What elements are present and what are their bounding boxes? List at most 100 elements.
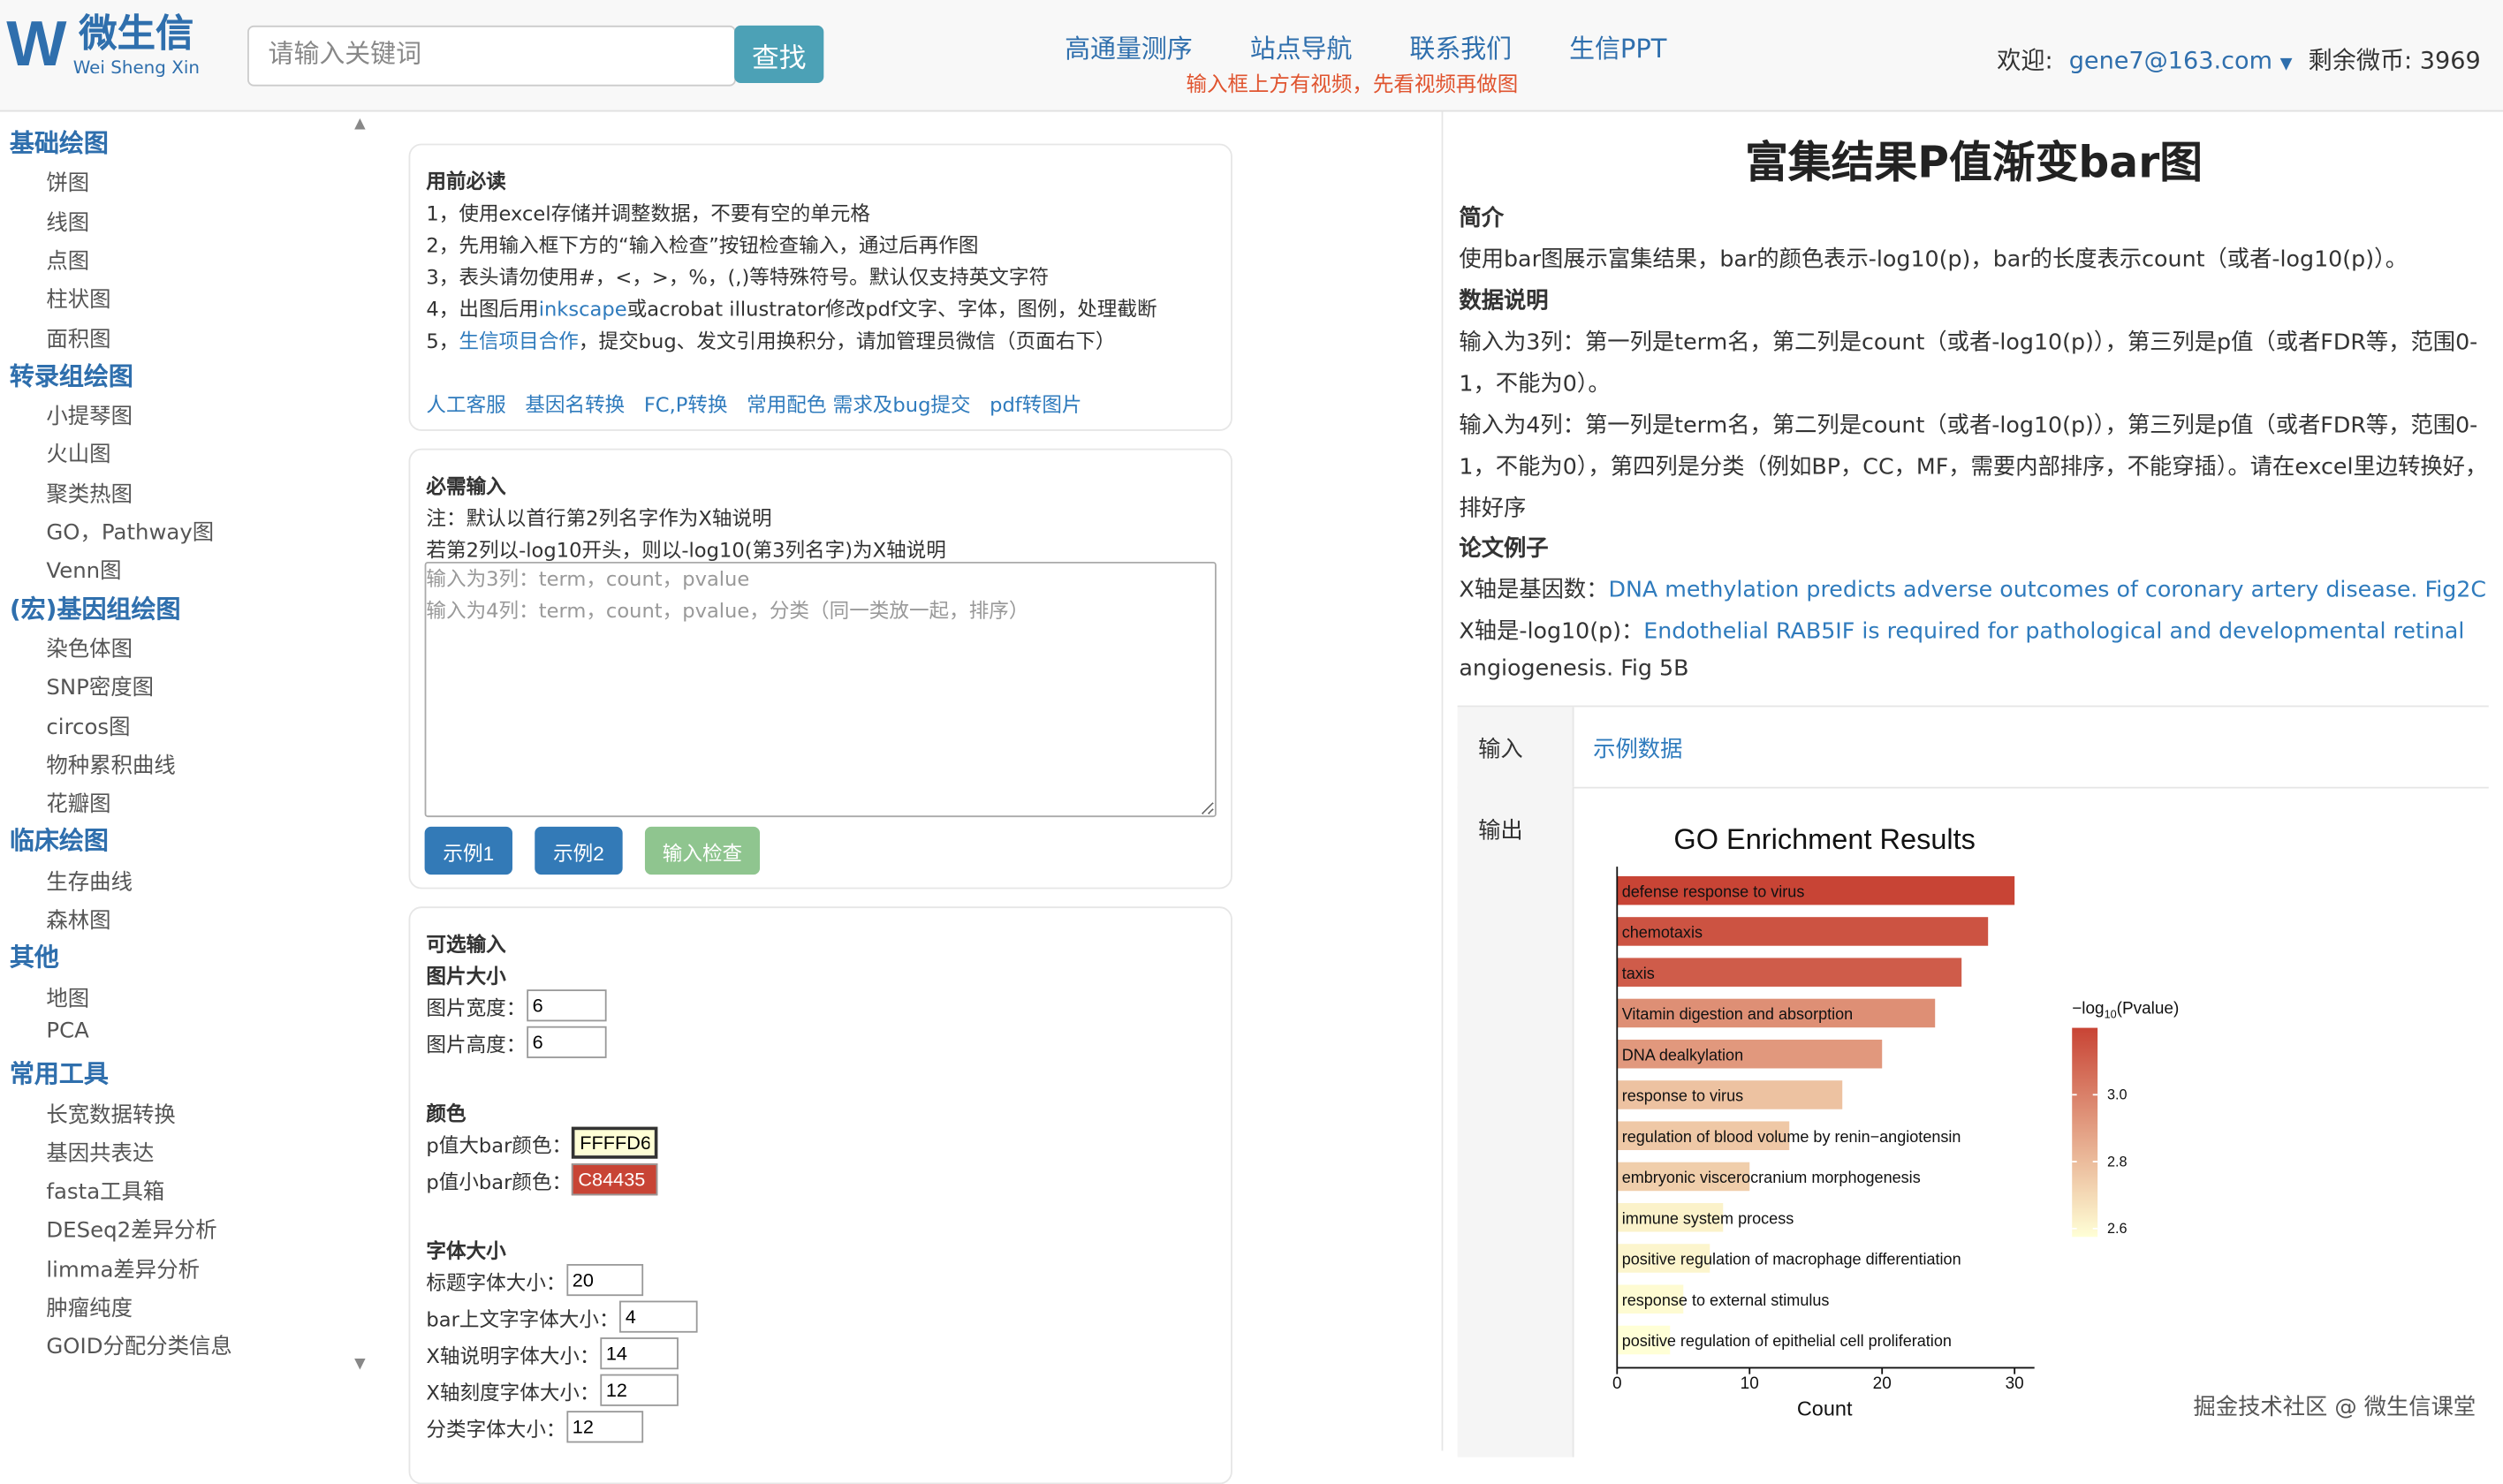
low-color-input[interactable] [572, 1163, 658, 1196]
link-pdf-to-image[interactable]: pdf转图片 [990, 392, 1082, 417]
sidebar-item[interactable]: 面积图 [46, 326, 111, 352]
sidebar-item[interactable]: 森林图 [46, 908, 111, 934]
sidebar-item[interactable]: 饼图 [46, 170, 90, 197]
sidebar-item[interactable]: 柱状图 [46, 287, 111, 314]
sidebar-item[interactable]: 点图 [46, 248, 90, 275]
x-tick-label: 30 [2006, 1374, 2024, 1393]
paper-link[interactable]: DNA methylation predicts adverse outcome… [1608, 578, 2487, 603]
color-title: 颜色 [426, 1101, 466, 1125]
search-input[interactable] [247, 25, 736, 87]
user-menu[interactable]: gene7@163.com ▼ [2069, 45, 2293, 74]
sidebar-item[interactable]: GOID分配分类信息 [46, 1335, 232, 1360]
legend-title-part: (Pvalue) [2117, 999, 2180, 1018]
sidebar-item[interactable]: 生存曲线 [46, 869, 133, 896]
sidebar-item[interactable]: 长宽数据转换 [46, 1102, 176, 1128]
scroll-down-arrow-icon[interactable]: ▼ [354, 1356, 366, 1373]
nav-site-guide[interactable]: 站点导航 [1249, 33, 1353, 64]
paper-link[interactable]: Endothelial RAB5IF is required for patho… [1643, 619, 2465, 645]
sidebar-item[interactable]: 染色体图 [46, 636, 133, 662]
xlab-font-row: X轴说明字体大小： [426, 1336, 679, 1371]
inkscape-link[interactable]: inkscape [538, 297, 627, 322]
sidebar-item[interactable]: GO，Pathway图 [46, 520, 215, 546]
data-textarea[interactable] [424, 561, 1217, 818]
sidebar-item[interactable]: 火山图 [46, 443, 111, 469]
sidebar-item[interactable]: 基因共表达 [46, 1140, 155, 1167]
example-data-link[interactable]: 示例数据 [1593, 737, 1683, 763]
coin-balance: 剩余微币: 3969 [2308, 46, 2481, 75]
x-axis-label: Count [1797, 1397, 1853, 1420]
input-check-button[interactable]: 输入检查 [644, 826, 761, 875]
xtick-font-input[interactable] [599, 1374, 679, 1406]
sidebar-category[interactable]: 其他 [9, 943, 59, 973]
link-fc-p-convert[interactable]: FC,P转换 [643, 392, 728, 417]
sidebar-item[interactable]: 线图 [46, 209, 90, 236]
search-button[interactable]: 查找 [734, 25, 824, 83]
sidebar-category[interactable]: 转录组绘图 [9, 361, 133, 391]
sidebar-category[interactable]: 常用工具 [9, 1060, 109, 1089]
text: 或acrobat illustrator修改pdf文字、字体，图例，处理截断 [626, 297, 1157, 322]
link-customer-service[interactable]: 人工客服 [426, 392, 506, 417]
sidebar-item[interactable]: 花瓣图 [46, 791, 111, 818]
description-panel: 富集结果P值渐变bar图 简介 使用bar图展示富集结果，bar的颜色表示-lo… [1441, 111, 2503, 1458]
width-input[interactable] [526, 989, 606, 1022]
sidebar-item[interactable]: SNP密度图 [46, 675, 155, 701]
bar-font-label: bar上文字字体大小： [426, 1306, 619, 1330]
bar-label: Vitamin digestion and absorption [1622, 1005, 1854, 1023]
link-colors[interactable]: 常用配色 [747, 392, 827, 417]
sidebar-item[interactable]: 小提琴图 [46, 404, 133, 430]
bar-label: immune system process [1622, 1209, 1794, 1227]
sidebar-item[interactable]: Venn图 [46, 558, 122, 585]
low-color-row: p值小bar颜色： [426, 1162, 658, 1197]
class-font-input[interactable] [565, 1411, 643, 1443]
intro-text: 使用bar图展示富集结果，bar的颜色表示-log10(p)，bar的长度表示c… [1459, 247, 2408, 273]
example2-button[interactable]: 示例2 [535, 826, 623, 875]
optional-title: 可选输入 [426, 932, 506, 957]
input-row: 输入 示例数据 [1457, 705, 2489, 789]
nav-contact[interactable]: 联系我们 [1409, 33, 1513, 64]
legend-title-part: −log [2072, 999, 2104, 1018]
example1-button[interactable]: 示例1 [424, 826, 512, 875]
scroll-up-arrow-icon[interactable]: ▲ [354, 116, 366, 132]
bar [1617, 1080, 1843, 1109]
height-input[interactable] [526, 1026, 606, 1058]
sidebar-item[interactable]: 地图 [46, 985, 90, 1011]
class-font-label: 分类字体大小： [426, 1416, 566, 1441]
font-title: 字体大小 [426, 1238, 506, 1263]
bar [1617, 1325, 1671, 1355]
high-color-input[interactable] [572, 1126, 658, 1159]
text: ，提交bug、发文引用换积分，请加管理员微信（页面右下） [578, 329, 1116, 353]
logo[interactable]: W 微生信 Wei Sheng Xin [6, 10, 200, 80]
required-input-card: 必需输入 注：默认以首行第2列名字作为X轴说明 若第2列以-log10开头，则以… [408, 448, 1233, 890]
sidebar-category[interactable]: (宏)基因组绘图 [9, 594, 181, 624]
link-gene-name-convert[interactable]: 基因名转换 [525, 392, 626, 417]
nav-sequencing[interactable]: 高通量测序 [1065, 33, 1193, 64]
sidebar-item[interactable]: limma差异分析 [46, 1257, 200, 1283]
go-enrichment-chart: GO Enrichment Results defense response to… [1612, 823, 2180, 1420]
cooperation-link[interactable]: 生信项目合作 [459, 329, 579, 353]
logo-subtitle: Wei Sheng Xin [72, 57, 200, 79]
data-text: 1，不能为0），第四列是分类（例如BP，CC，MF，需要内部排序，不能穿插）。请… [1459, 454, 2488, 481]
sidebar-category[interactable]: 临床绘图 [9, 827, 109, 857]
bar [1617, 1202, 1724, 1232]
xlab-font-label: X轴说明字体大小： [426, 1343, 600, 1367]
bar-font-input[interactable] [618, 1300, 698, 1333]
bar-label: taxis [1622, 965, 1655, 982]
page-title: 富集结果P值渐变bar图 [1745, 139, 2203, 189]
notice-title: 用前必读 [426, 169, 506, 193]
xlab-font-input[interactable] [599, 1337, 679, 1370]
sidebar-item[interactable]: fasta工具箱 [46, 1179, 165, 1206]
bar [1617, 917, 1989, 946]
title-font-input[interactable] [565, 1263, 643, 1297]
paper-link[interactable]: angiogenesis. Fig 5B [1459, 655, 1689, 682]
sidebar-item[interactable]: 肿瘤纯度 [46, 1296, 133, 1322]
sidebar-item[interactable]: DESeq2差异分析 [46, 1218, 217, 1245]
sidebar-item[interactable]: circos图 [46, 714, 131, 740]
bar-font-row: bar上文字字体大小： [426, 1299, 698, 1335]
link-bug-submit[interactable]: 需求及bug提交 [832, 392, 971, 417]
sidebar-item[interactable]: 物种累积曲线 [46, 753, 176, 779]
sidebar-category[interactable]: 基础绘图 [9, 129, 109, 158]
nav-ppt[interactable]: 生信PPT [1569, 33, 1667, 64]
bar [1617, 1121, 1790, 1150]
sidebar-item[interactable]: PCA [46, 1018, 89, 1044]
sidebar-item[interactable]: 聚类热图 [46, 481, 133, 507]
